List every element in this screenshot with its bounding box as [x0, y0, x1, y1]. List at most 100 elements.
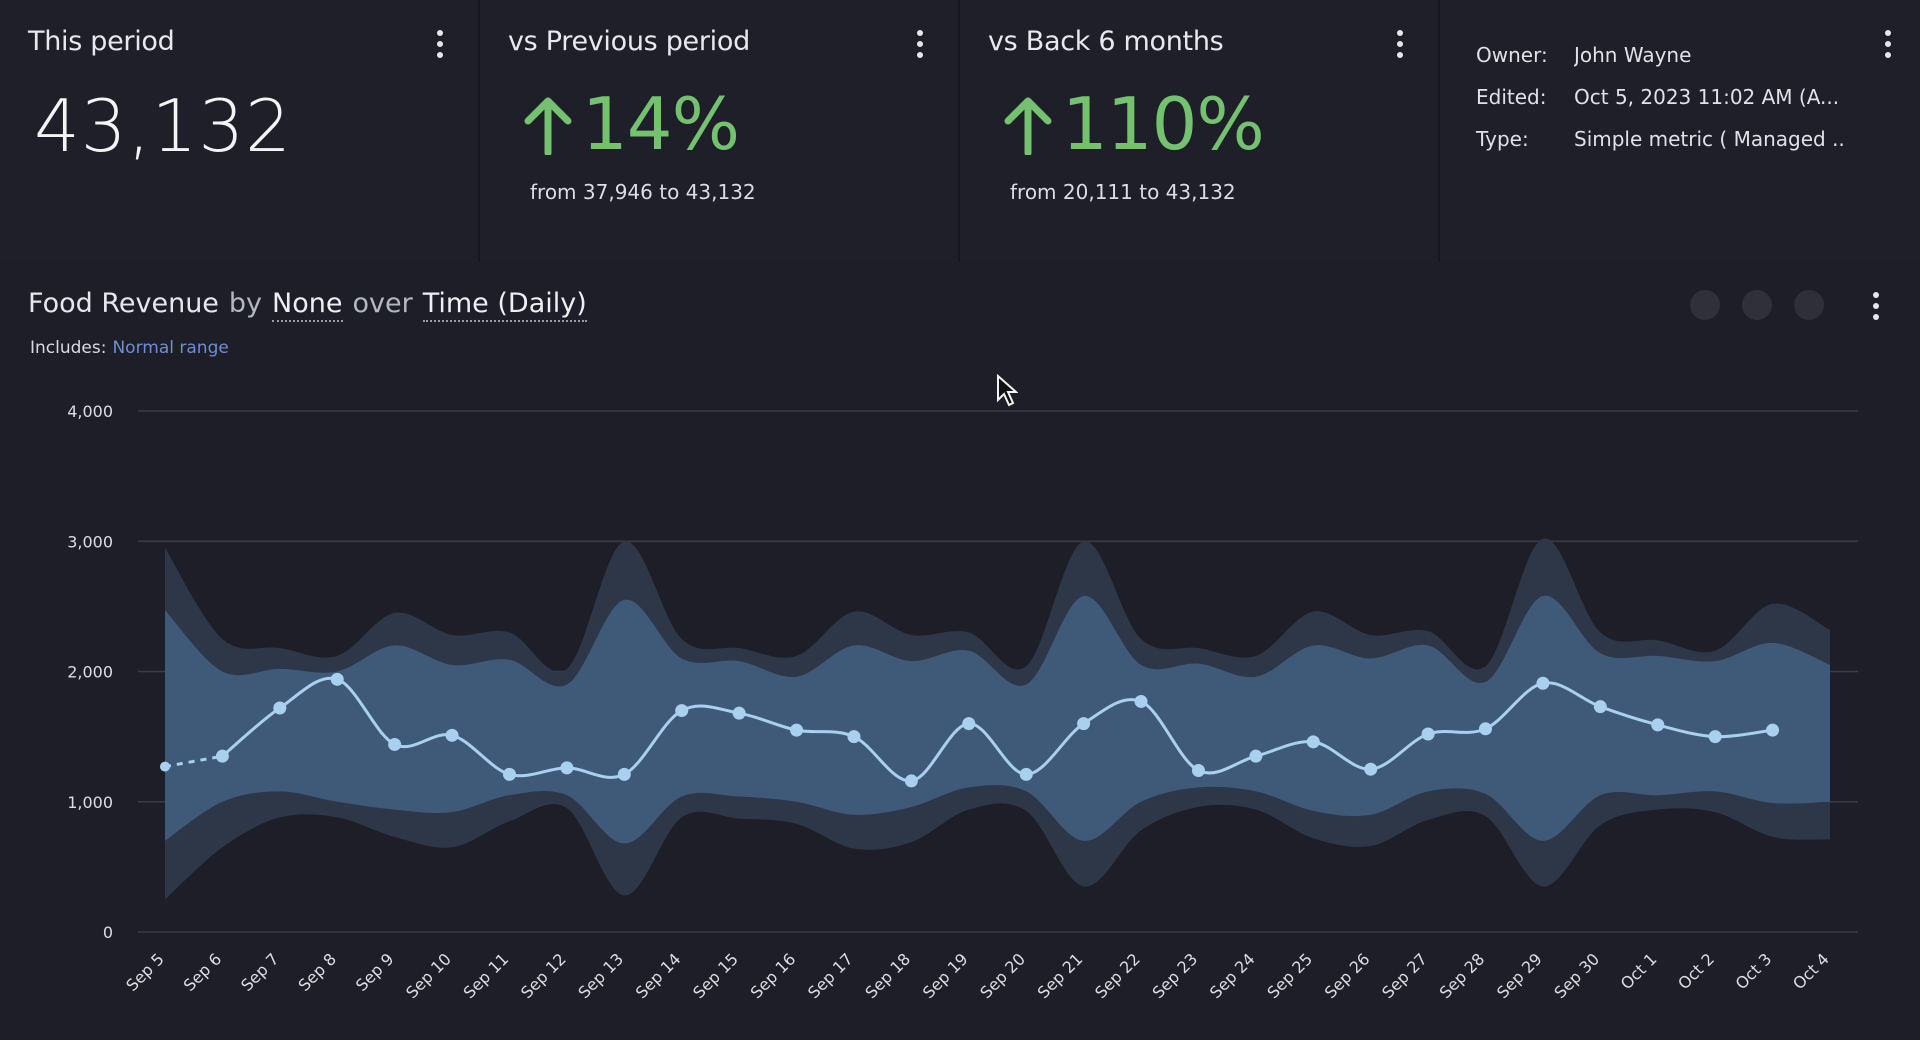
- more-options-icon[interactable]: [1390, 28, 1410, 60]
- series-line: [221, 676, 1773, 783]
- x-tick-label: Sep 17: [804, 949, 857, 1002]
- x-tick-label: Sep 18: [861, 949, 914, 1002]
- y-tick-label: 4,000: [67, 402, 113, 421]
- data-point: [445, 728, 459, 742]
- delta-value: 110%: [1062, 82, 1265, 166]
- kpi-row: This period 43,132 vs Previous period 14…: [0, 0, 1920, 262]
- more-options-icon[interactable]: [910, 28, 930, 60]
- x-tick-label: Sep 23: [1149, 949, 1202, 1002]
- data-point: [732, 706, 746, 720]
- faint-toolbar-icon: [1794, 290, 1824, 320]
- x-tick-label: Sep 9: [352, 949, 398, 995]
- x-tick-label: Sep 14: [632, 949, 685, 1002]
- chart-panel: Food Revenue by None over Time (Daily) I…: [0, 264, 1920, 1040]
- faint-toolbar-icon: [1742, 290, 1772, 320]
- delta-display: 14%: [522, 82, 740, 166]
- data-point: [904, 774, 918, 788]
- data-point: [1479, 722, 1493, 736]
- data-point: [1421, 727, 1435, 741]
- more-options-icon[interactable]: [1878, 28, 1898, 60]
- card-metadata: Owner: John Wayne Edited: Oct 5, 2023 11…: [1440, 0, 1920, 262]
- x-tick-label: Sep 19: [919, 949, 972, 1002]
- x-tick-label: Sep 10: [402, 949, 455, 1002]
- y-tick-label: 0: [103, 923, 113, 942]
- card-title: vs Previous period: [508, 26, 750, 57]
- data-point: [617, 767, 631, 781]
- data-point: [273, 701, 287, 715]
- y-tick-label: 1,000: [67, 793, 113, 812]
- x-tick-label: Sep 26: [1321, 949, 1374, 1002]
- includes-label: Includes:: [30, 338, 107, 358]
- x-tick-label: Sep 16: [747, 949, 800, 1002]
- arrow-up-icon: [524, 97, 572, 155]
- time-granularity-selector[interactable]: Time (Daily): [422, 288, 587, 322]
- x-tick-label: Sep 6: [180, 949, 226, 995]
- x-tick-label: Sep 13: [574, 949, 627, 1002]
- more-options-icon[interactable]: [430, 28, 450, 60]
- chart-metric-name: Food Revenue: [28, 288, 219, 319]
- chart-title-over: over: [352, 288, 413, 319]
- x-tick-label: Sep 12: [517, 949, 570, 1002]
- x-tick-label: Sep 11: [460, 949, 513, 1002]
- card-back-6-months: vs Back 6 months 110% from 20,111 to 43,…: [960, 0, 1440, 262]
- x-tick-label: Oct 1: [1617, 949, 1661, 993]
- data-point: [1364, 762, 1378, 776]
- x-tick-label: Sep 24: [1206, 949, 1259, 1002]
- x-tick-label: Sep 29: [1493, 949, 1546, 1002]
- data-point: [1651, 718, 1665, 732]
- type-value: Simple metric ( Managed ...: [1574, 127, 1844, 151]
- x-tick-label: Sep 8: [295, 949, 341, 995]
- data-point: [1593, 700, 1607, 714]
- edited-value: Oct 5, 2023 11:02 AM (A...: [1574, 85, 1840, 109]
- data-point: [1306, 735, 1320, 749]
- x-tick-label: Sep 7: [237, 949, 283, 995]
- revenue-line-chart: 0 1,000 2,000 3,000 4,000 Sep 5 Sep 6 Sep 7 Sep …: [67, 402, 1858, 1002]
- data-point: [847, 730, 861, 744]
- data-point: [330, 672, 344, 686]
- faint-toolbar-icon: [1690, 290, 1720, 320]
- data-point: [215, 749, 229, 763]
- group-by-selector[interactable]: None: [272, 288, 343, 322]
- chart-title-by: by: [228, 288, 263, 319]
- card-previous-period: vs Previous period 14% from 37,946 to 43…: [480, 0, 960, 262]
- data-point: [675, 704, 689, 718]
- owner-label: Owner:: [1476, 43, 1548, 67]
- faint-toolbar: [1690, 290, 1824, 320]
- normal-range-link[interactable]: Normal range: [112, 338, 229, 358]
- chart-title: Food Revenue by None over Time (Daily): [28, 288, 587, 322]
- x-tick-label: Sep 21: [1034, 949, 1087, 1002]
- data-point: [1191, 763, 1205, 777]
- type-row: Type: Simple metric ( Managed ...: [1476, 118, 1844, 160]
- data-point: [1536, 676, 1550, 690]
- data-point: [1766, 723, 1780, 737]
- x-tick-label: Sep 20: [976, 949, 1029, 1002]
- data-point: [1019, 767, 1033, 781]
- x-tick-label: Sep 30: [1550, 949, 1603, 1002]
- type-label: Type:: [1476, 127, 1529, 151]
- delta-display: 110%: [1002, 82, 1265, 166]
- edited-row: Edited: Oct 5, 2023 11:02 AM (A...: [1476, 76, 1844, 118]
- data-point: [160, 761, 170, 772]
- delta-value: 14%: [582, 82, 740, 166]
- data-point: [962, 717, 976, 731]
- more-options-icon[interactable]: [1866, 290, 1886, 322]
- x-tick-label: Oct 4: [1789, 949, 1833, 993]
- x-tick-label: Sep 25: [1263, 949, 1316, 1002]
- metadata-list: Owner: John Wayne Edited: Oct 5, 2023 11…: [1476, 34, 1844, 160]
- x-tick-label: Oct 2: [1674, 949, 1718, 993]
- card-title: vs Back 6 months: [988, 26, 1224, 57]
- y-tick-label: 3,000: [67, 532, 113, 551]
- includes-line: Includes: Normal range: [30, 338, 229, 358]
- card-title: This period: [28, 26, 175, 57]
- data-point: [1708, 730, 1722, 744]
- data-point: [1249, 749, 1263, 763]
- edited-label: Edited:: [1476, 85, 1547, 109]
- x-tick-label: Sep 28: [1436, 949, 1489, 1002]
- x-tick-label: Oct 3: [1732, 949, 1776, 993]
- data-point: [790, 723, 804, 737]
- x-tick-label: Sep 27: [1378, 949, 1431, 1002]
- x-tick-label: Sep 5: [122, 949, 168, 995]
- y-tick-label: 2,000: [67, 663, 113, 682]
- x-tick-label: Sep 22: [1091, 949, 1144, 1002]
- owner-value: John Wayne: [1574, 43, 1692, 67]
